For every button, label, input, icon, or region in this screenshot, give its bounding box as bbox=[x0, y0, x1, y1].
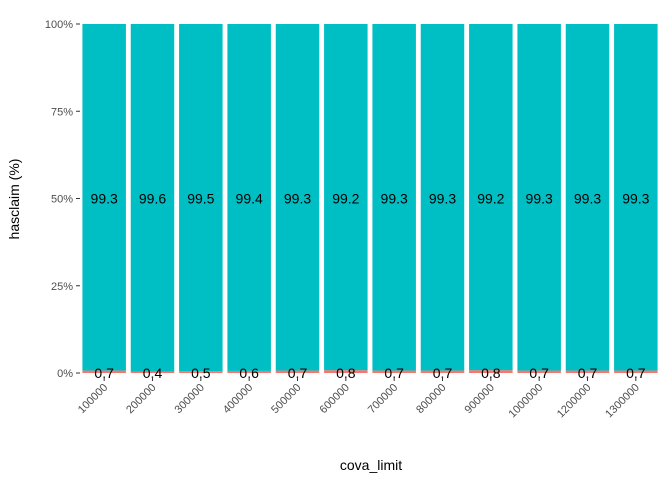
bar-segment-0-200000 bbox=[130, 371, 175, 373]
bar-segment-1-1300000 bbox=[614, 24, 658, 371]
x-tick-label-600000: 600000 bbox=[318, 382, 352, 416]
bar-segment-0-700000 bbox=[372, 370, 416, 373]
y-tick-label-2: 50% bbox=[51, 194, 73, 206]
x-tick-label-500000: 500000 bbox=[269, 382, 303, 416]
data-label-bottom-900000: 0.8 bbox=[481, 365, 501, 381]
x-tick-label-1200000: 1200000 bbox=[555, 382, 594, 421]
data-label-bottom-200000: 0.4 bbox=[143, 365, 163, 381]
bar-segment-1-600000 bbox=[324, 24, 368, 371]
data-label-top-500000: 99.3 bbox=[284, 191, 311, 207]
x-axis: 100000 200000 300000 400000 500000 600000 7000… bbox=[76, 377, 642, 420]
data-label-top-600000: 99.2 bbox=[332, 191, 359, 207]
data-label-bottom-600000: 0.8 bbox=[336, 365, 356, 381]
data-label-top-800000: 99.3 bbox=[429, 191, 456, 207]
bar-segment-0-600000 bbox=[324, 370, 368, 373]
data-label-top-900000: 99.2 bbox=[477, 191, 504, 207]
bar-segment-0-1000000 bbox=[517, 370, 561, 373]
data-label-top-200000: 99.6 bbox=[139, 191, 166, 207]
x-tick-label-100000: 100000 bbox=[76, 382, 110, 416]
x-tick-label-1300000: 1300000 bbox=[603, 382, 642, 421]
x-tick-label-700000: 700000 bbox=[366, 382, 400, 416]
y-tick-label-3: 75% bbox=[51, 106, 73, 118]
x-tick-label-900000: 900000 bbox=[463, 382, 497, 416]
bar-segment-0-900000 bbox=[469, 370, 513, 373]
bar-segment-0-500000 bbox=[275, 370, 320, 373]
bar-segment-0-100000 bbox=[82, 370, 126, 373]
y-axis-title: hasclaim (%) bbox=[6, 159, 22, 240]
x-axis-title: cova_limit bbox=[340, 457, 402, 473]
bar-segment-1-700000 bbox=[372, 24, 416, 371]
data-label-top-1200000: 99.3 bbox=[574, 191, 601, 207]
x-tick-label-1000000: 1000000 bbox=[507, 382, 546, 421]
bar-segment-0-300000 bbox=[179, 371, 223, 373]
data-label-bottom-700000: 0.7 bbox=[384, 365, 404, 381]
bar-segment-1-100000 bbox=[82, 24, 126, 371]
data-label-bottom-500000: 0.7 bbox=[288, 365, 308, 381]
bar-segment-0-1300000 bbox=[614, 370, 658, 373]
bar-segment-1-1000000 bbox=[517, 24, 561, 371]
data-label-top-100000: 99.3 bbox=[91, 191, 118, 207]
bar-segment-0-800000 bbox=[420, 370, 465, 373]
data-label-top-300000: 99.5 bbox=[187, 191, 214, 207]
x-tick-label-200000: 200000 bbox=[124, 382, 158, 416]
data-label-top-400000: 99.4 bbox=[236, 191, 263, 207]
bar-segment-1-300000 bbox=[179, 24, 223, 372]
bar-segment-1-900000 bbox=[469, 24, 513, 371]
bar-segment-1-1200000 bbox=[565, 24, 610, 371]
bar-segment-1-800000 bbox=[420, 24, 465, 371]
data-label-bottom-1300000: 0.7 bbox=[626, 365, 646, 381]
data-label-bottom-400000: 0.6 bbox=[239, 365, 259, 381]
y-tick-label-1: 25% bbox=[51, 281, 73, 293]
data-label-bottom-1200000: 0.7 bbox=[578, 365, 598, 381]
x-tick-label-800000: 800000 bbox=[414, 382, 448, 416]
data-label-top-700000: 99.3 bbox=[381, 191, 408, 207]
data-label-bottom-300000: 0.5 bbox=[191, 365, 211, 381]
x-tick-label-400000: 400000 bbox=[221, 382, 255, 416]
data-label-top-1000000: 99.3 bbox=[526, 191, 553, 207]
y-axis: 0% 25% 50% 75% 100% bbox=[45, 19, 80, 380]
bar-segment-1-400000 bbox=[227, 24, 271, 371]
data-label-bottom-800000: 0.7 bbox=[433, 365, 453, 381]
bar-segment-1-200000 bbox=[130, 24, 175, 372]
bar-segment-0-1200000 bbox=[565, 370, 610, 373]
x-tick-label-300000: 300000 bbox=[173, 382, 207, 416]
y-tick-label-0: 0% bbox=[57, 368, 73, 380]
data-label-bottom-100000: 0.7 bbox=[94, 365, 114, 381]
bar-segment-1-500000 bbox=[275, 24, 320, 371]
data-labels-group: 0.7 99.3 0.4 99.6 0.5 99.5 0.6 99.4 0.7 99.3 0.8 99… bbox=[91, 191, 650, 382]
bars-group bbox=[82, 24, 658, 373]
data-label-bottom-1000000: 0.7 bbox=[529, 365, 549, 381]
bar-segment-0-400000 bbox=[227, 370, 271, 373]
data-label-top-1300000: 99.3 bbox=[622, 191, 649, 207]
y-tick-label-4: 100% bbox=[45, 19, 73, 31]
